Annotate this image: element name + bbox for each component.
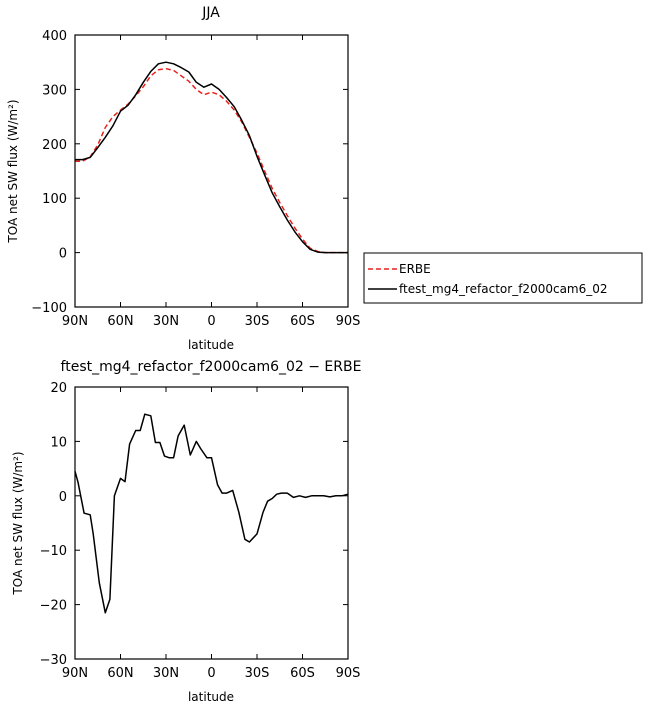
top-plot-frame bbox=[74, 34, 349, 308]
bottom-x-ticks: 90N 60N 30N 0 30S 60S 90S bbox=[62, 387, 361, 681]
x-tick-label: 60N bbox=[107, 314, 133, 329]
top-x-ticks: 90N 60N 30N 0 30S 60S 90S bbox=[62, 35, 361, 329]
top-chart-title: JJA bbox=[201, 5, 220, 21]
x-tick-label: 0 bbox=[207, 666, 215, 681]
x-tick-label: 30N bbox=[153, 666, 179, 681]
y-tick-label: 20 bbox=[50, 381, 67, 396]
legend: ERBE ftest_mg4_refactor_f2000cam6_02 bbox=[363, 252, 643, 304]
bottom-x-axis-label: latitude bbox=[188, 690, 234, 704]
legend-model-label: ftest_mg4_refactor_f2000cam6_02 bbox=[399, 282, 608, 296]
y-tick-label: 10 bbox=[50, 435, 67, 450]
series-line-erbe bbox=[75, 67, 348, 254]
x-tick-label: 60N bbox=[107, 666, 133, 681]
bottom-plot-lines bbox=[74, 413, 349, 614]
y-tick-label: 0 bbox=[59, 490, 67, 505]
x-tick-label: 30N bbox=[153, 314, 179, 329]
top-x-axis-label: latitude bbox=[188, 338, 234, 352]
legend-box bbox=[363, 252, 643, 304]
series-line-ftest-mg4-refactor-f2000cam6-02 bbox=[75, 61, 348, 254]
bottom-y-ticks: −30 −20 −10 0 10 20 bbox=[40, 381, 348, 668]
x-tick-label: 30S bbox=[245, 314, 270, 329]
y-tick-label: −10 bbox=[40, 544, 67, 559]
x-tick-label: 90S bbox=[336, 314, 361, 329]
x-tick-label: 30S bbox=[245, 666, 270, 681]
bottom-chart-title: ftest_mg4_refactor_f2000cam6_02 − ERBE bbox=[61, 359, 362, 375]
y-tick-label: 100 bbox=[42, 192, 67, 207]
top-plot-lines bbox=[75, 61, 348, 254]
legend-erbe-label: ERBE bbox=[399, 262, 431, 276]
y-tick-label: 0 bbox=[59, 247, 67, 262]
y-tick-label: −20 bbox=[40, 599, 67, 614]
x-tick-label: 90N bbox=[62, 666, 88, 681]
difference-line bbox=[74, 413, 349, 614]
top-chart: JJA 90N 60N 30N 0 30S 60S 90S −100 0 100 200 300 40… bbox=[6, 5, 360, 352]
top-y-ticks: −100 0 100 200 300 400 bbox=[31, 29, 348, 316]
y-tick-label: −30 bbox=[40, 653, 67, 668]
y-tick-label: −100 bbox=[31, 301, 67, 316]
bottom-chart: ftest_mg4_refactor_f2000cam6_02 − ERBE 9… bbox=[11, 359, 361, 704]
top-y-axis-label: TOA net SW flux (W/m²) bbox=[6, 99, 20, 243]
bottom-y-axis-label: TOA net SW flux (W/m²) bbox=[11, 451, 25, 595]
x-tick-label: 60S bbox=[290, 314, 315, 329]
x-tick-label: 0 bbox=[207, 314, 215, 329]
y-tick-label: 200 bbox=[42, 138, 67, 153]
y-tick-label: 300 bbox=[42, 83, 67, 98]
x-tick-label: 90S bbox=[336, 666, 361, 681]
x-tick-label: 90N bbox=[62, 314, 88, 329]
x-tick-label: 60S bbox=[290, 666, 315, 681]
y-tick-label: 400 bbox=[42, 29, 67, 44]
bottom-plot-frame bbox=[74, 386, 349, 660]
